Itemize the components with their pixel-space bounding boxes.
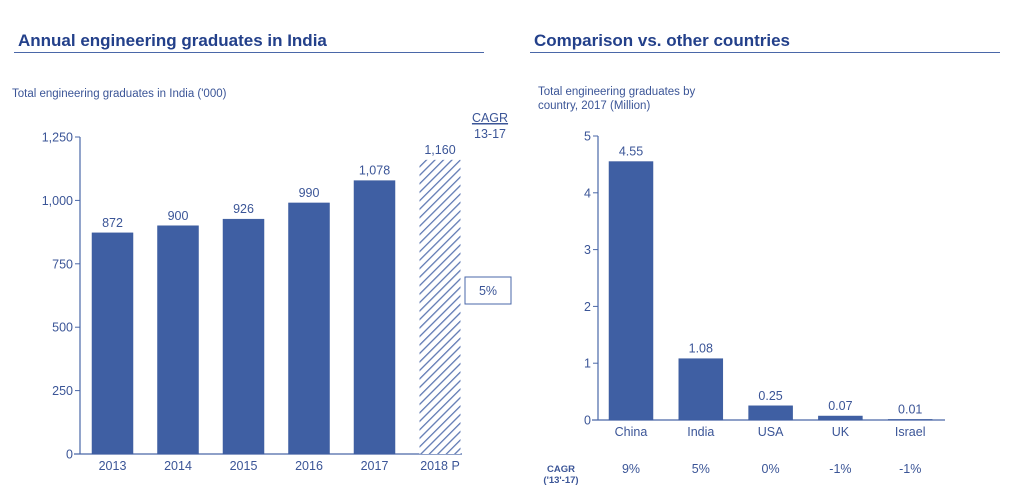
right-subtitle-line2: country, 2017 (Million)	[538, 100, 651, 112]
x-tick-label: India	[687, 425, 714, 439]
data-label: 900	[168, 209, 189, 223]
bar	[222, 218, 265, 455]
bar	[91, 232, 134, 455]
bar	[887, 419, 933, 421]
x-tick-label: 2018 P	[420, 459, 460, 473]
cagr-value-box	[464, 276, 512, 305]
data-label: 990	[299, 186, 320, 200]
right-chart-subtitle: Total engineering graduates by country, …	[538, 85, 695, 113]
y-tick-label: 500	[52, 321, 73, 335]
y-tick-label: 0	[584, 414, 591, 428]
y-tick-label: 2	[584, 300, 591, 314]
cagr-value: -1%	[829, 462, 851, 476]
x-tick-label: USA	[758, 425, 784, 439]
bar	[353, 180, 396, 455]
bar	[818, 415, 863, 421]
y-tick-label: 3	[584, 243, 591, 257]
bar	[608, 161, 654, 421]
x-tick-label: 2013	[99, 459, 127, 473]
y-tick-label: 1	[584, 357, 591, 371]
bar	[288, 202, 330, 455]
right-subtitle-line1: Total engineering graduates by	[538, 86, 696, 98]
x-tick-label: 2017	[361, 459, 389, 473]
left-panel-title: Annual engineering graduates in India	[18, 31, 327, 50]
data-label: 1,078	[359, 164, 390, 178]
bar	[678, 358, 724, 421]
data-label: 872	[102, 216, 123, 230]
country-comparison-chart: 0 1 2 3 4 5 4.55 China 9% 1.08 India 5% 0.25 USA 0% 0.0…	[584, 130, 945, 476]
x-tick-label: 2015	[230, 459, 258, 473]
left-title-rule	[14, 52, 484, 53]
data-label: 0.07	[828, 399, 852, 413]
cagr-row-label-period: ('13'-17)	[543, 475, 578, 486]
cagr-period: 13-17	[474, 127, 506, 141]
cagr-value: -1%	[899, 462, 921, 476]
data-label: 0.25	[758, 389, 782, 403]
y-tick-label: 750	[52, 257, 73, 271]
data-label: 1,160	[424, 143, 455, 157]
data-label: 4.55	[619, 145, 643, 159]
x-tick-label: UK	[832, 425, 850, 439]
y-tick-label: 1,250	[42, 131, 73, 145]
data-label: 0.01	[898, 402, 922, 416]
cagr-value: 5%	[479, 284, 497, 298]
india-graduates-chart: 0 250 500 750 1,000 1,250 872 2013 900 2014 926 201…	[42, 131, 462, 473]
right-panel-title: Comparison vs. other countries	[534, 31, 790, 50]
bar-projected	[419, 159, 461, 454]
cagr-value: 9%	[622, 462, 640, 476]
x-tick-label: 2014	[164, 459, 192, 473]
data-label: 926	[233, 202, 254, 216]
x-tick-label: China	[615, 425, 648, 439]
cagr-value: 0%	[762, 462, 780, 476]
x-tick-label: 2016	[295, 459, 323, 473]
bar	[157, 225, 199, 455]
cagr-header: CAGR	[472, 111, 508, 125]
right-title-rule	[530, 52, 1000, 53]
cagr-value: 5%	[692, 462, 710, 476]
y-tick-label: 0	[66, 448, 73, 462]
y-tick-label: 250	[52, 384, 73, 398]
data-label: 1.08	[689, 342, 713, 356]
bar	[748, 405, 793, 421]
left-chart-subtitle: Total engineering graduates in India ('0…	[12, 88, 227, 100]
cagr-row-label: CAGR	[547, 464, 575, 475]
y-tick-label: 4	[584, 186, 591, 200]
y-tick-label: 5	[584, 130, 591, 144]
x-tick-label: Israel	[895, 425, 926, 439]
y-tick-label: 1,000	[42, 194, 73, 208]
